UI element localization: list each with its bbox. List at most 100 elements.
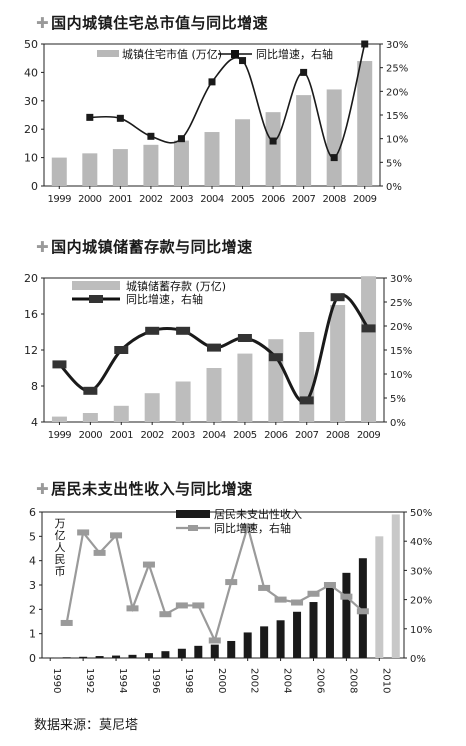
y-left-tick-label: 2: [29, 603, 36, 616]
line-marker: [237, 334, 252, 342]
bar: [144, 393, 160, 422]
x-tick-label: 2004: [200, 194, 224, 205]
line-marker: [116, 114, 124, 122]
bar: [51, 157, 67, 186]
cross-icon: ✚: [36, 14, 50, 32]
line-marker: [300, 68, 308, 76]
y-left-tick-label: 0: [31, 180, 38, 193]
line-marker: [159, 611, 172, 618]
x-tick-label: 2007: [295, 430, 319, 441]
x-tick-label: 1992: [84, 668, 95, 693]
line-marker: [356, 608, 369, 615]
y-left-tick-label: 20: [24, 272, 38, 285]
bar: [144, 653, 153, 658]
line-marker: [83, 386, 98, 395]
bar: [243, 632, 252, 658]
y-right-tick-label: 15%: [390, 346, 412, 357]
y-left-tick-label: 4: [31, 416, 38, 429]
line-marker: [176, 326, 191, 335]
line-marker: [330, 154, 338, 162]
x-tick-label: 1996: [150, 668, 161, 693]
line-marker: [225, 579, 238, 586]
x-tick-label: 2007: [292, 194, 316, 205]
y-right-tick-label: 10%: [390, 370, 412, 381]
chart-title-2-text: 国内城镇储蓄存款与同比增速: [51, 238, 253, 256]
line-marker: [52, 360, 67, 369]
line-marker: [323, 582, 336, 588]
bar: [82, 413, 98, 422]
x-tick-label: 2000: [78, 194, 102, 205]
bar: [235, 119, 251, 186]
line-marker: [175, 602, 188, 609]
y-right-tick-label: 40%: [410, 537, 432, 548]
x-tick-label: 2008: [326, 430, 350, 441]
y-right-tick-label: 15%: [386, 111, 408, 122]
legend-label-line: 同比增速，右轴: [214, 521, 291, 535]
y-right-tick-label: 10%: [386, 135, 408, 146]
y-right-tick-label: 20%: [386, 87, 408, 98]
x-tick-label: 1999: [48, 430, 72, 441]
bar: [357, 61, 373, 186]
legend-swatch-bar: [97, 50, 119, 57]
bar: [206, 368, 222, 422]
chart-2: 4 8 12 16 20 0% 5% 10% 15% 20% 25% 30% 1999 2000 2001 2…: [24, 272, 412, 441]
x-tick-label: 2010: [380, 668, 391, 693]
line-marker: [145, 326, 160, 335]
legend-label-bar: 居民未支出性收入: [214, 507, 302, 521]
y-left-tick-label: 12: [24, 344, 38, 357]
y-left-unit-char: 人: [55, 541, 66, 554]
bar: [177, 648, 186, 658]
line-marker: [299, 396, 314, 405]
y-right-tick-label: 10%: [410, 625, 432, 636]
chart-title-3-text: 居民未支出性收入与同比增速: [51, 480, 253, 498]
line-marker: [239, 57, 247, 65]
y-left-tick-label: 10: [24, 152, 38, 165]
bar: [276, 620, 285, 658]
y-left-tick-label: 50: [24, 38, 38, 51]
y-right-tick-label: 30%: [390, 274, 412, 285]
x-tick-label: 2009: [357, 430, 381, 441]
x-tick-label: 1994: [117, 668, 128, 693]
growth-line: [89, 43, 366, 159]
x-tick-label: 2005: [233, 430, 257, 441]
x-tick-label: 2006: [264, 430, 288, 441]
x-tick-label: 2008: [347, 668, 358, 693]
chart-title-2: ✚ 国内城镇储蓄存款与同比增速: [36, 236, 253, 257]
line-marker: [110, 532, 123, 539]
line-marker: [258, 584, 271, 591]
x-tick-label: 2000: [79, 430, 103, 441]
line-marker: [207, 343, 221, 352]
y-left-tick-label: 16: [24, 308, 38, 321]
bar: [112, 655, 121, 658]
bar: [95, 656, 104, 658]
bar: [299, 332, 315, 422]
data-source-note: 数据来源：莫尼塔: [34, 718, 139, 733]
y-right-tick-label: 5%: [390, 394, 406, 405]
line-marker: [241, 523, 254, 530]
line-marker: [114, 346, 129, 354]
y-left-unit-char: 亿: [55, 529, 66, 542]
x-tick-label: 2002: [139, 194, 163, 205]
bar: [358, 558, 367, 658]
line-marker: [86, 113, 94, 121]
x-tick-label: 2000: [216, 668, 227, 693]
bar: [265, 112, 281, 186]
bar: [194, 645, 203, 658]
x-tick-label: 2001: [109, 194, 133, 205]
y-left-tick-label: 8: [31, 380, 38, 393]
y-right-tick-label: 5%: [386, 158, 402, 169]
line-marker: [126, 605, 139, 612]
line-marker: [208, 78, 216, 86]
cross-icon: ✚: [36, 480, 50, 498]
bar: [375, 536, 384, 658]
bar: [391, 514, 400, 658]
line-marker: [192, 602, 205, 609]
line-marker: [177, 135, 185, 143]
y-right-tick-label: 0%: [386, 182, 402, 193]
cross-icon: ✚: [36, 238, 50, 256]
bar: [325, 587, 334, 658]
line-marker: [340, 593, 353, 600]
bar: [51, 416, 67, 422]
chart-3: 0 1 2 3 4 5 6 0% 10% 20% 30% 40% 50% 1990 1992 1994 1996…: [29, 506, 432, 693]
